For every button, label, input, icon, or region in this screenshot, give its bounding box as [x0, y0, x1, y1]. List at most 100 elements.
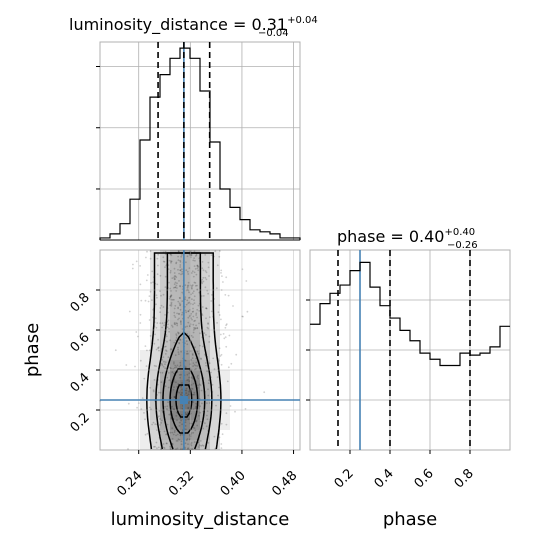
- scatter-point: [187, 321, 190, 324]
- density-cell: [200, 310, 210, 320]
- scatter-point: [178, 366, 181, 368]
- scatter-point: [164, 385, 167, 388]
- density-cell: [140, 380, 150, 390]
- scatter-point: [177, 331, 179, 334]
- scatter-point: [155, 294, 158, 297]
- x-axis-label: phase: [383, 509, 437, 530]
- scatter-point: [196, 376, 199, 378]
- scatter-point: [188, 376, 191, 379]
- scatter-point: [199, 344, 201, 347]
- scatter-point: [222, 281, 224, 283]
- density-cell: [190, 330, 200, 340]
- scatter-point: [156, 273, 159, 276]
- scatter-point: [159, 322, 162, 324]
- scatter-point: [164, 275, 167, 278]
- density-cells: [140, 250, 230, 450]
- density-cell: [170, 360, 180, 370]
- scatter-point: [179, 266, 182, 268]
- scatter-point: [187, 273, 190, 275]
- scatter-point: [148, 406, 151, 409]
- title-text: luminosity_distance: [69, 15, 228, 35]
- scatter-point: [178, 250, 180, 253]
- scatter-point: [177, 307, 180, 310]
- scatter-point: [175, 440, 178, 442]
- density-cell: [150, 330, 160, 340]
- scatter-point: [170, 367, 173, 370]
- scatter-point: [181, 313, 183, 316]
- density-cell: [160, 420, 170, 430]
- scatter-point: [168, 372, 170, 374]
- y-ticks: [96, 65, 100, 190]
- scatter-point: [184, 442, 187, 445]
- scatter-point: [160, 304, 163, 307]
- density-cell: [170, 390, 180, 400]
- density-cell: [150, 440, 160, 450]
- scatter-point: [205, 307, 208, 310]
- scatter-point: [169, 431, 172, 434]
- density-cell: [180, 340, 190, 350]
- scatter-point: [170, 260, 173, 263]
- scatter-point: [164, 345, 167, 348]
- scatter-point: [178, 302, 181, 305]
- scatter-point: [177, 306, 180, 309]
- scatter-point: [203, 332, 206, 334]
- density-cell: [200, 440, 210, 450]
- scatter-point: [140, 408, 143, 410]
- density-cell: [140, 360, 150, 370]
- scatter-point: [175, 334, 178, 337]
- scatter-point: [136, 406, 139, 409]
- scatter-point: [181, 270, 184, 273]
- title-minus: −0.26: [447, 240, 478, 251]
- scatter-point: [157, 347, 160, 350]
- scatter-point: [199, 440, 202, 442]
- scatter-point: [219, 333, 222, 336]
- density-cell: [190, 260, 200, 270]
- density-cell: [150, 420, 160, 430]
- scatter-point: [164, 314, 167, 316]
- scatter-point: [168, 281, 170, 284]
- scatter-point: [158, 349, 160, 352]
- scatter-point: [179, 269, 182, 272]
- scatter-point: [212, 357, 215, 360]
- scatter-point: [202, 280, 205, 283]
- scatter-point: [218, 314, 221, 316]
- density-cell: [190, 390, 200, 400]
- title-minus: −0.04: [258, 28, 289, 39]
- scatter-point: [204, 286, 207, 289]
- scatter-point: [169, 253, 172, 256]
- y-tick-label: 0.6: [68, 330, 93, 355]
- scatter-point: [169, 271, 172, 274]
- scatter-point: [167, 268, 170, 270]
- scatter-point: [175, 333, 178, 336]
- histogram-step: [99, 47, 301, 240]
- scatter-point: [190, 387, 193, 390]
- density-cell: [150, 350, 160, 360]
- scatter-point: [164, 286, 167, 289]
- scatter-point: [191, 298, 193, 301]
- scatter-point: [153, 342, 156, 345]
- scatter-point: [193, 257, 196, 259]
- density-cell: [190, 250, 200, 260]
- scatter-point: [148, 295, 151, 297]
- title-phase: phase = 0.40+0.40 −0.26: [337, 227, 478, 251]
- scatter-point: [225, 324, 228, 327]
- scatter-point: [208, 402, 211, 404]
- density-cell: [220, 420, 230, 430]
- scatter-point: [190, 432, 193, 434]
- scatter-point: [242, 315, 244, 318]
- scatter-point: [186, 270, 189, 273]
- title-value: 0.31: [251, 15, 287, 34]
- scatter-point: [139, 283, 142, 286]
- density-cell: [180, 360, 190, 370]
- scatter-point: [193, 271, 196, 274]
- scatter-point: [159, 418, 161, 420]
- scatter-point: [184, 421, 187, 424]
- scatter-point: [201, 314, 204, 316]
- scatter-point: [199, 332, 201, 335]
- density-cell: [160, 360, 170, 370]
- scatter-point: [169, 366, 172, 369]
- scatter-point: [144, 345, 147, 347]
- scatter-point: [220, 272, 222, 274]
- scatter-point: [146, 432, 149, 435]
- scatter-point: [187, 284, 190, 287]
